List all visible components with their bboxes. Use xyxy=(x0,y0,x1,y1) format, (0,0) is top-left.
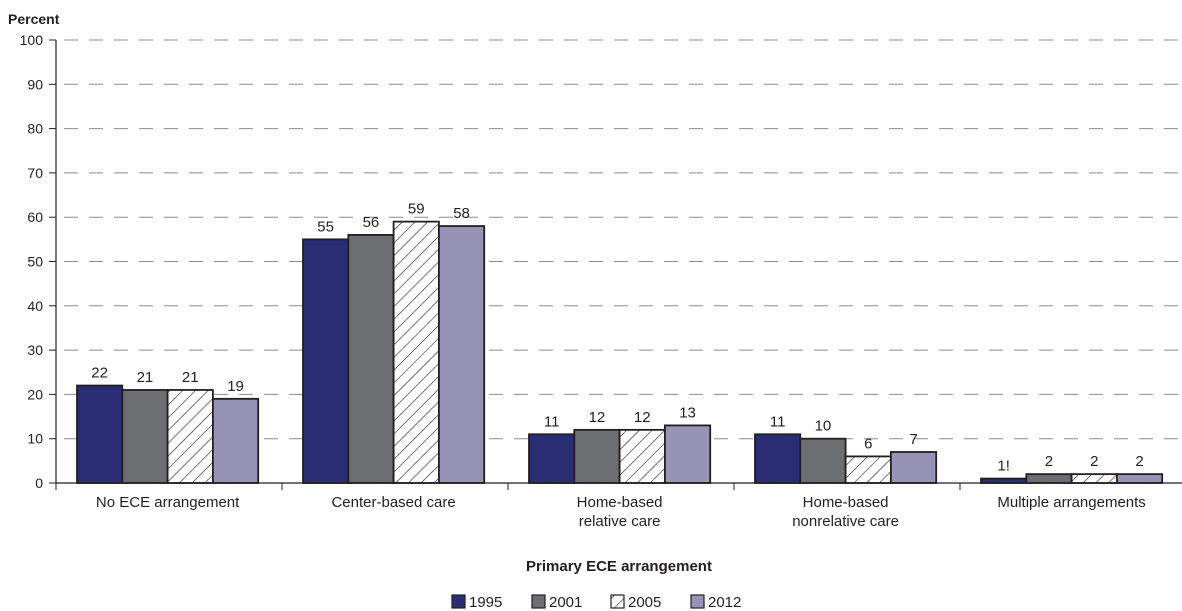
legend-label: 1995 xyxy=(469,594,502,611)
legend-swatch-2005 xyxy=(610,594,625,609)
bar-2001-3 xyxy=(799,437,847,484)
y-tick-label: 100 xyxy=(20,32,44,48)
legend-swatch-2012 xyxy=(690,594,705,609)
data-label: 2 xyxy=(1135,453,1143,470)
y-axis-title: Percent xyxy=(8,11,60,27)
bar-2005-3 xyxy=(844,455,892,484)
bar-2005-0 xyxy=(166,389,214,484)
y-tick-label: 30 xyxy=(27,342,43,358)
y-tick-label: 20 xyxy=(27,386,43,402)
x-category-label: No ECE arrangement xyxy=(96,494,240,511)
data-label: 2 xyxy=(1045,453,1053,470)
data-label: 55 xyxy=(317,218,334,235)
bar-2012-2 xyxy=(664,424,712,484)
y-tick-label: 0 xyxy=(35,475,43,491)
y-tick-label: 80 xyxy=(27,121,43,137)
legend: 1995 2001 2005 2012 xyxy=(451,594,741,611)
bar-1995-2 xyxy=(528,433,576,484)
data-label: 58 xyxy=(453,205,470,222)
data-label: 7 xyxy=(909,431,917,448)
data-label: 13 xyxy=(679,404,696,421)
legend-swatch-1995 xyxy=(451,594,466,609)
y-tick-label: 40 xyxy=(27,298,43,314)
x-category-label: nonrelative care xyxy=(792,513,899,530)
y-tick-label: 70 xyxy=(27,165,43,181)
y-tick-label: 10 xyxy=(27,431,43,447)
data-label: 6 xyxy=(864,435,872,452)
bar-2012-1 xyxy=(437,225,486,484)
bar-2001-1 xyxy=(347,234,395,484)
bar-2001-4 xyxy=(1025,473,1073,484)
bar-1995-3 xyxy=(754,433,802,484)
data-label: 19 xyxy=(227,378,244,395)
x-category-label: Home-based xyxy=(803,494,889,511)
bars xyxy=(76,220,1164,484)
bar-2012-3 xyxy=(890,451,938,484)
data-labels: 22 55 11 11 1! 21 56 12 10 2 21 59 12 6 2 19 58 13 7 2 xyxy=(91,201,1143,475)
data-label: 22 xyxy=(91,365,108,382)
gridlines xyxy=(64,39,1182,440)
data-label: 1! xyxy=(997,458,1010,475)
bar-2001-0 xyxy=(121,389,169,484)
data-label: 10 xyxy=(815,418,832,435)
bar-2012-0 xyxy=(211,397,260,484)
data-label: 59 xyxy=(408,201,425,218)
x-category-label: relative care xyxy=(579,513,661,530)
data-label: 2 xyxy=(1090,453,1098,470)
data-label: 21 xyxy=(182,369,199,386)
y-axis: 0 10 20 30 40 50 60 70 80 90 100 xyxy=(20,32,57,491)
legend-label: 2001 xyxy=(549,594,582,611)
legend-swatch-2001 xyxy=(531,594,546,609)
legend-label: 2005 xyxy=(628,594,661,611)
data-label: 11 xyxy=(544,413,560,430)
y-tick-label: 50 xyxy=(27,254,43,270)
bar-2005-1 xyxy=(392,220,440,484)
x-category-label: Multiple arrangements xyxy=(997,494,1145,511)
y-tick-label: 90 xyxy=(27,76,43,92)
bar-1995-0 xyxy=(76,384,124,484)
bar-2005-4 xyxy=(1070,473,1118,484)
bar-2005-2 xyxy=(618,428,666,484)
x-category-label: Center-based care xyxy=(331,494,455,511)
bar-1995-4 xyxy=(980,477,1028,484)
data-label: 12 xyxy=(589,409,606,426)
data-label: 56 xyxy=(363,214,380,231)
y-tick-label: 60 xyxy=(27,209,43,225)
x-category-label: Home-based xyxy=(577,494,663,511)
data-label: 12 xyxy=(634,409,651,426)
x-axis: No ECE arrangement Center-based care Home-… xyxy=(55,482,1182,530)
data-label: 11 xyxy=(770,413,786,430)
x-axis-title: Primary ECE arrangement xyxy=(526,558,712,575)
bar-2012-4 xyxy=(1116,473,1164,484)
data-label: 21 xyxy=(137,369,154,386)
bar-1995-1 xyxy=(302,238,350,484)
bar-2001-2 xyxy=(573,428,621,484)
legend-label: 2012 xyxy=(708,594,741,611)
